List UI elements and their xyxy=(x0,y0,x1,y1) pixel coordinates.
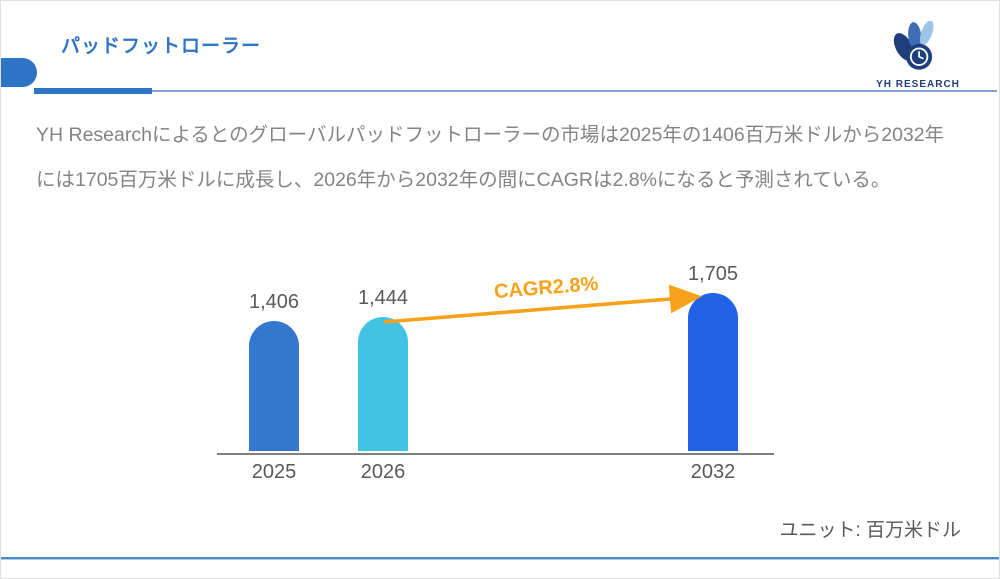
footer-rule-light xyxy=(1,559,999,560)
bar-value-label: 1,406 xyxy=(248,291,300,313)
yh-research-logo-text: YH RESEARCH xyxy=(876,79,960,90)
bar-2032 xyxy=(688,293,738,451)
x-tick-2032: 2032 xyxy=(690,461,736,483)
page-title: パッドフットローラー xyxy=(61,36,262,57)
yh-research-logo-icon xyxy=(893,20,934,70)
chart-x-axis xyxy=(217,453,774,455)
bar-group-2032: 1,705 xyxy=(673,263,753,451)
x-tick-2025: 2025 xyxy=(251,461,297,483)
header-accent-tab xyxy=(1,58,37,87)
unit-note: ユニット: 百万米ドル xyxy=(779,520,961,541)
bar-2025 xyxy=(249,321,299,451)
yh-research-logo: YH RESEARCH xyxy=(873,20,963,90)
bar-group-2025: 1,406 xyxy=(234,291,314,451)
header-rule-thin xyxy=(152,90,997,92)
cagr-growth-arrow xyxy=(383,284,703,324)
x-tick-2026: 2026 xyxy=(360,461,406,483)
footer-rule xyxy=(1,557,999,559)
bar-group-2026: 1,444 xyxy=(343,287,423,451)
bar-value-label: 1,705 xyxy=(687,263,739,285)
summary-line-2: には1705百万米ドルに成長し、2026年から2032年の間にCAGRは2.8%… xyxy=(36,169,891,191)
bar-value-label: 1,444 xyxy=(357,287,409,309)
summary-line-1: YH Researchによるとのグローバルパッドフットローラーの市場は2025年… xyxy=(36,124,945,146)
market-summary-paragraph: YH Researchによるとのグローバルパッドフットローラーの市場は2025年… xyxy=(36,113,986,203)
bar-2026 xyxy=(358,317,408,451)
header-rule-thick xyxy=(34,88,152,94)
